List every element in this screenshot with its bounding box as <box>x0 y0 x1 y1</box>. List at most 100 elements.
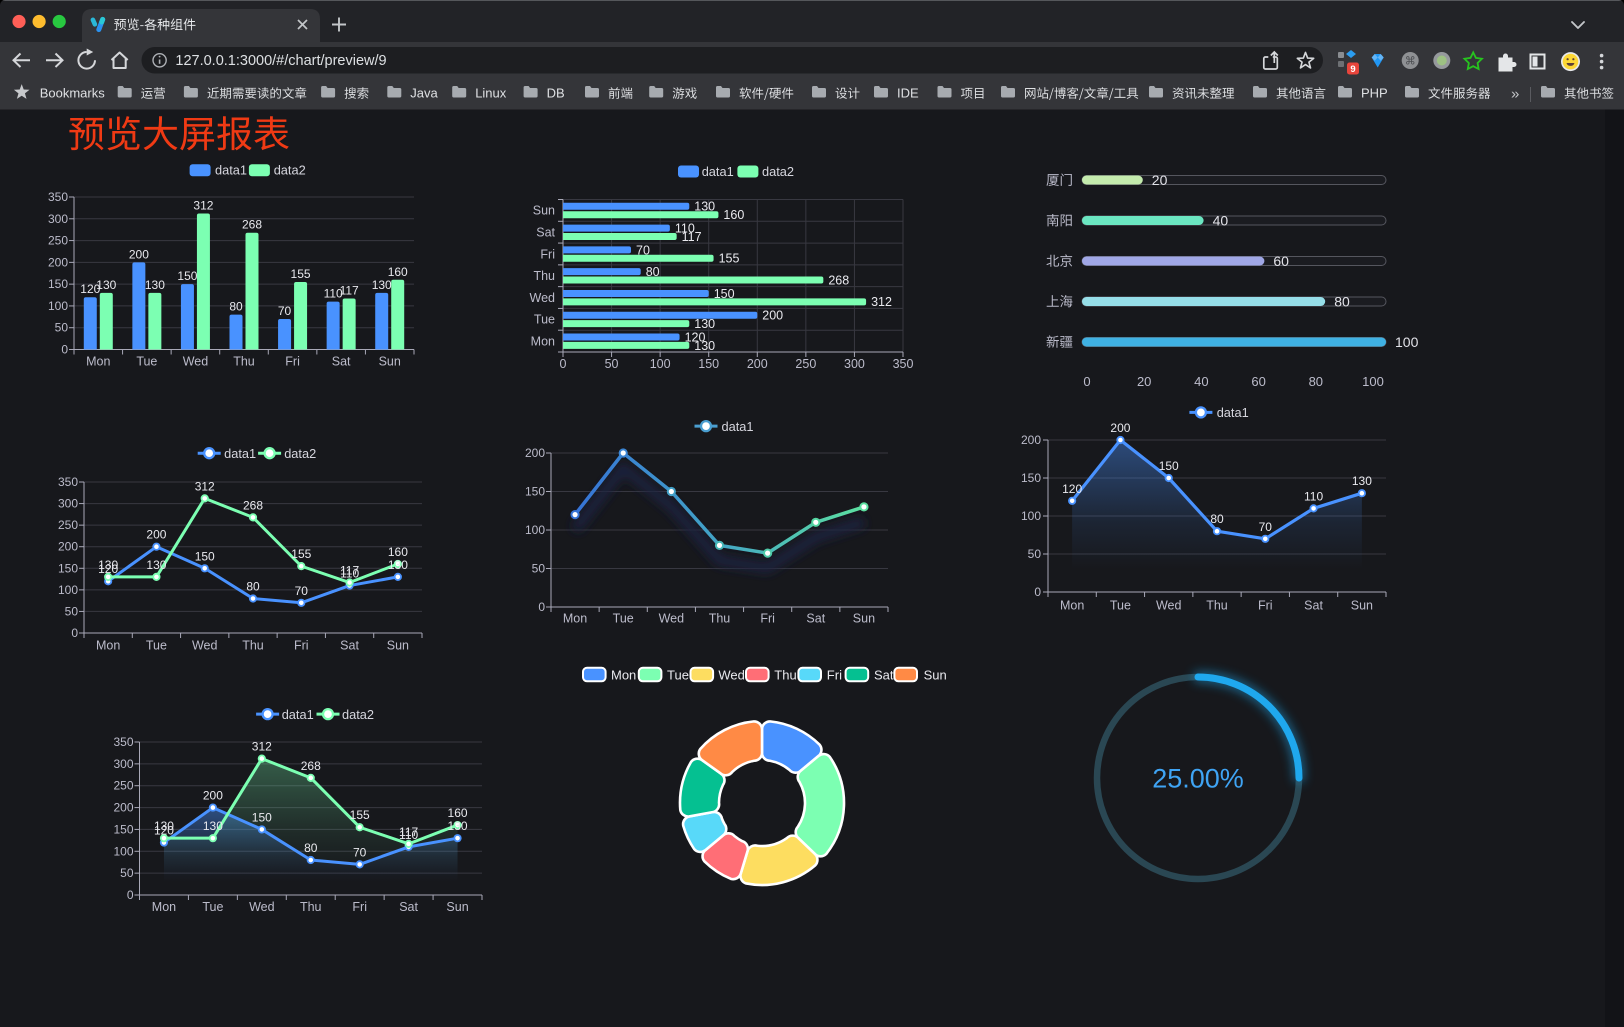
svg-text:Fri: Fri <box>285 355 300 369</box>
svg-text:268: 268 <box>828 273 849 287</box>
svg-text:150: 150 <box>714 287 735 301</box>
svg-text:268: 268 <box>242 218 262 232</box>
svg-text:117: 117 <box>340 564 359 578</box>
svg-text:120: 120 <box>1062 482 1082 496</box>
svg-text:data1: data1 <box>1217 405 1249 420</box>
svg-text:9: 9 <box>1350 64 1355 75</box>
svg-text:data1: data1 <box>215 163 247 178</box>
svg-text:Sat: Sat <box>874 667 894 682</box>
svg-text:268: 268 <box>301 759 321 773</box>
svg-text:312: 312 <box>193 199 213 213</box>
svg-text:250: 250 <box>795 357 816 371</box>
svg-text:PHP: PHP <box>1361 85 1388 100</box>
svg-text:200: 200 <box>203 789 223 803</box>
svg-text:150: 150 <box>1159 459 1179 473</box>
svg-text:0: 0 <box>538 600 545 614</box>
svg-text:0: 0 <box>1034 585 1041 599</box>
svg-text:200: 200 <box>1021 433 1041 447</box>
svg-text:0: 0 <box>61 343 68 357</box>
svg-text:Thu: Thu <box>233 355 255 369</box>
svg-text:0: 0 <box>1083 374 1090 389</box>
svg-text:Mon: Mon <box>611 667 636 682</box>
svg-text:Thu: Thu <box>1206 598 1228 612</box>
svg-text:Mon: Mon <box>1060 598 1084 612</box>
svg-text:50: 50 <box>65 604 79 618</box>
svg-text:160: 160 <box>448 806 468 820</box>
svg-text:50: 50 <box>605 357 619 371</box>
svg-text:Sun: Sun <box>853 612 875 626</box>
svg-text:Mon: Mon <box>152 900 176 914</box>
svg-text:Sat: Sat <box>399 900 418 914</box>
svg-text:300: 300 <box>58 497 78 511</box>
svg-text:Mon: Mon <box>86 355 110 369</box>
svg-text:Mon: Mon <box>563 612 587 626</box>
svg-text:155: 155 <box>350 808 370 822</box>
svg-text:268: 268 <box>243 498 263 512</box>
svg-text:Fri: Fri <box>294 639 309 653</box>
svg-text:100: 100 <box>650 357 671 371</box>
svg-text:312: 312 <box>871 295 892 309</box>
svg-text:350: 350 <box>48 190 68 204</box>
svg-text:160: 160 <box>388 545 408 559</box>
svg-text:40: 40 <box>1194 374 1208 389</box>
svg-text:Thu: Thu <box>709 612 731 626</box>
svg-text:70: 70 <box>295 584 309 598</box>
svg-text:Wed: Wed <box>1156 598 1182 612</box>
svg-text:data2: data2 <box>284 446 316 461</box>
svg-text:130: 130 <box>96 278 116 292</box>
svg-text:100: 100 <box>1021 509 1041 523</box>
svg-text:80: 80 <box>1309 374 1323 389</box>
svg-text:130: 130 <box>98 558 118 572</box>
svg-text:Fri: Fri <box>760 612 775 626</box>
svg-text:»: » <box>1511 86 1519 103</box>
svg-text:127.0.0.1:3000/#/chart/preview: 127.0.0.1:3000/#/chart/preview/9 <box>175 53 386 69</box>
svg-text:110: 110 <box>340 567 359 581</box>
svg-text:350: 350 <box>58 475 78 489</box>
svg-text:25.00%: 25.00% <box>1152 764 1244 794</box>
svg-text:130: 130 <box>694 200 715 214</box>
svg-text:130: 130 <box>448 819 468 833</box>
svg-text:data2: data2 <box>342 707 374 722</box>
svg-text:160: 160 <box>723 208 744 222</box>
svg-text:200: 200 <box>146 528 166 542</box>
svg-text:160: 160 <box>388 265 408 279</box>
svg-text:250: 250 <box>113 779 133 793</box>
svg-text:80: 80 <box>229 300 243 314</box>
svg-text:130: 130 <box>388 558 408 572</box>
svg-text:70: 70 <box>636 243 650 257</box>
svg-text:130: 130 <box>145 278 165 292</box>
svg-text:200: 200 <box>58 540 78 554</box>
svg-text:120: 120 <box>98 562 118 576</box>
svg-text:data2: data2 <box>762 164 794 179</box>
svg-text:117: 117 <box>682 230 702 244</box>
svg-text:100: 100 <box>113 844 133 858</box>
svg-text:Tue: Tue <box>202 900 223 914</box>
svg-text:150: 150 <box>698 357 719 371</box>
svg-text:Wed: Wed <box>249 900 275 914</box>
svg-text:120: 120 <box>80 282 100 296</box>
svg-text:117: 117 <box>399 825 418 839</box>
svg-text:150: 150 <box>58 561 78 575</box>
svg-text:60: 60 <box>1273 253 1289 269</box>
svg-text:200: 200 <box>129 247 149 261</box>
svg-text:312: 312 <box>195 479 215 493</box>
svg-text:Thu: Thu <box>300 900 322 914</box>
svg-text:70: 70 <box>353 845 367 859</box>
svg-text:Sun: Sun <box>1351 598 1373 612</box>
svg-text:200: 200 <box>48 255 68 269</box>
svg-text:117: 117 <box>340 284 359 298</box>
svg-text:130: 130 <box>154 819 174 833</box>
svg-text:130: 130 <box>694 317 715 331</box>
svg-text:Wed: Wed <box>718 667 745 682</box>
svg-text:Sun: Sun <box>387 639 409 653</box>
svg-text:100: 100 <box>1362 374 1384 389</box>
svg-text:70: 70 <box>1259 520 1273 534</box>
svg-text:Tue: Tue <box>534 313 555 327</box>
svg-text:200: 200 <box>762 309 783 323</box>
svg-text:250: 250 <box>58 518 78 532</box>
svg-text:80: 80 <box>1334 294 1350 310</box>
svg-text:150: 150 <box>195 549 215 563</box>
svg-text:20: 20 <box>1152 172 1168 188</box>
svg-text:DB: DB <box>547 85 565 100</box>
svg-text:Tue: Tue <box>613 612 634 626</box>
